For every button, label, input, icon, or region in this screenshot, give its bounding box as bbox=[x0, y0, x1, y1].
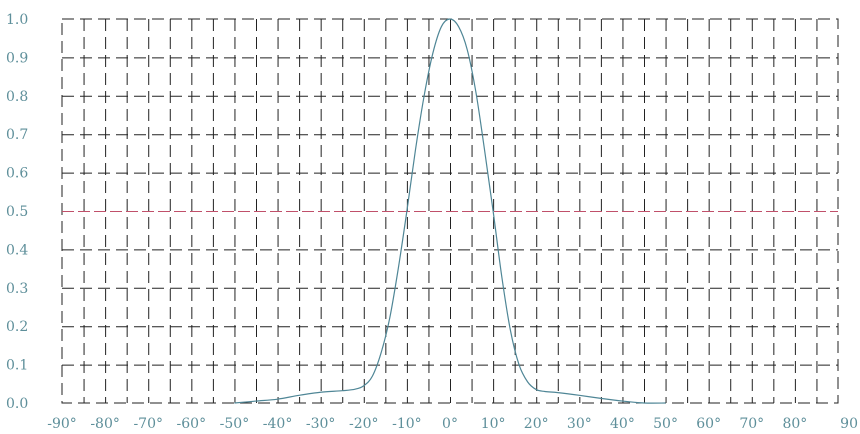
x-tick-label: 70° bbox=[739, 416, 764, 432]
x-tick-label: -20° bbox=[349, 416, 379, 432]
y-tick-label: 0.0 bbox=[6, 396, 28, 412]
x-tick-label: 10° bbox=[481, 416, 506, 432]
y-tick-label: 0.9 bbox=[6, 50, 28, 66]
y-tick-label: 0.7 bbox=[6, 127, 28, 143]
y-tick-label: 0.1 bbox=[6, 358, 28, 374]
x-tick-label: -70° bbox=[133, 416, 163, 432]
x-tick-label: 90 bbox=[840, 416, 858, 432]
x-tick-label: 50° bbox=[653, 416, 678, 432]
y-tick-label: 0.4 bbox=[6, 242, 28, 258]
y-tick-label: 0.8 bbox=[6, 89, 28, 105]
x-tick-label: -10° bbox=[392, 416, 422, 432]
x-tick-label: -90° bbox=[47, 416, 77, 432]
x-tick-label: 30° bbox=[567, 416, 592, 432]
x-tick-label: 80° bbox=[782, 416, 807, 432]
x-tick-label: -80° bbox=[90, 416, 120, 432]
y-tick-label: 0.3 bbox=[6, 281, 28, 297]
x-tick-label: -40° bbox=[263, 416, 293, 432]
y-tick-label: 0.6 bbox=[6, 166, 28, 182]
y-tick-label: 0.2 bbox=[6, 319, 28, 335]
x-tick-label: -60° bbox=[177, 416, 207, 432]
x-tick-labels: -90° -80° -70° -60° -50° -40° -30° -20° -10° 0° 10… bbox=[47, 416, 858, 432]
x-tick-label: 20° bbox=[524, 416, 549, 432]
x-tick-label: 60° bbox=[696, 416, 721, 432]
y-tick-label: 1.0 bbox=[6, 12, 28, 28]
x-tick-label: -30° bbox=[306, 416, 336, 432]
x-tick-label: 40° bbox=[610, 416, 635, 432]
y-tick-labels: 0.0 0.1 0.2 0.3 0.4 0.5 0.6 0.7 0.8 0.9 1.0 bbox=[6, 12, 28, 412]
x-tick-label: -50° bbox=[220, 416, 250, 432]
y-tick-label: 0.5 bbox=[6, 204, 28, 220]
x-tick-label: 0° bbox=[442, 416, 458, 432]
